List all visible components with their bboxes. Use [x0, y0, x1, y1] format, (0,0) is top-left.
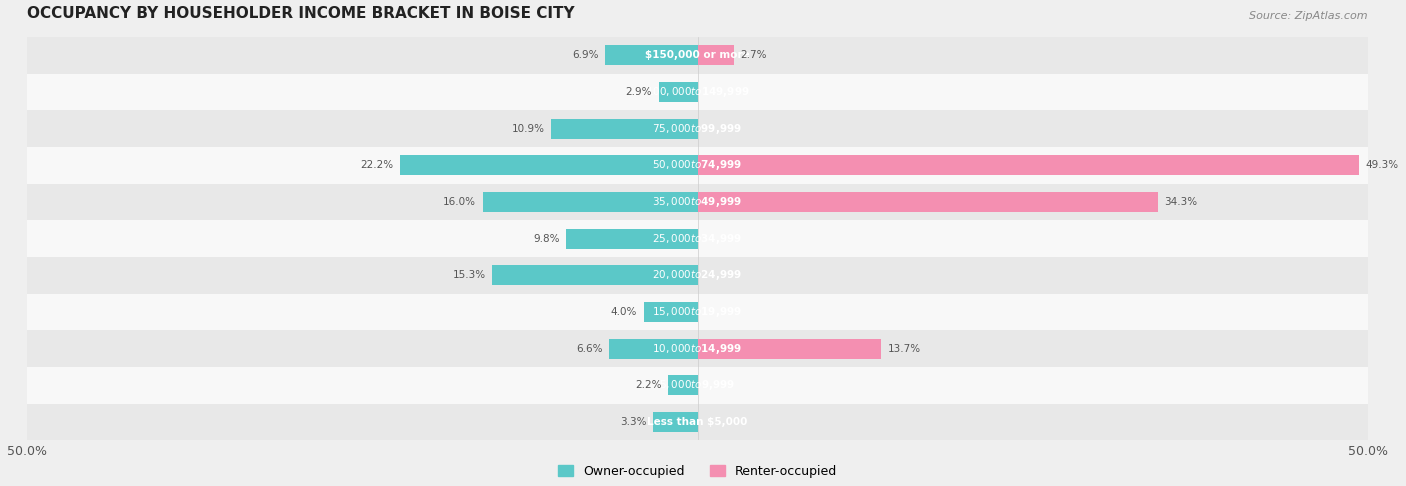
Text: $100,000 to $149,999: $100,000 to $149,999	[645, 85, 749, 99]
Bar	[27, 220, 1368, 257]
Text: 15.3%: 15.3%	[453, 270, 485, 280]
Text: $15,000 to $19,999: $15,000 to $19,999	[652, 305, 742, 319]
Text: OCCUPANCY BY HOUSEHOLDER INCOME BRACKET IN BOISE CITY: OCCUPANCY BY HOUSEHOLDER INCOME BRACKET …	[27, 6, 575, 21]
Bar	[609, 339, 697, 359]
Bar	[399, 155, 697, 175]
Text: $20,000 to $24,999: $20,000 to $24,999	[652, 268, 742, 282]
Bar	[567, 228, 697, 249]
Text: Less than $5,000: Less than $5,000	[647, 417, 748, 427]
Text: $35,000 to $49,999: $35,000 to $49,999	[652, 195, 742, 209]
Bar	[27, 330, 1368, 367]
Bar	[697, 192, 1157, 212]
Text: 16.0%: 16.0%	[443, 197, 477, 207]
Text: 2.7%: 2.7%	[741, 50, 766, 60]
Bar	[654, 412, 697, 432]
Bar	[27, 367, 1368, 404]
Text: 6.9%: 6.9%	[572, 50, 599, 60]
Text: 3.3%: 3.3%	[620, 417, 647, 427]
Text: 10.9%: 10.9%	[512, 123, 544, 134]
Bar	[27, 294, 1368, 330]
Bar	[658, 82, 697, 102]
Bar	[644, 302, 697, 322]
Text: 2.2%: 2.2%	[636, 381, 661, 390]
Bar	[27, 257, 1368, 294]
Text: $75,000 to $99,999: $75,000 to $99,999	[652, 122, 742, 136]
Text: 49.3%: 49.3%	[1365, 160, 1399, 170]
Text: $10,000 to $14,999: $10,000 to $14,999	[652, 342, 742, 356]
Bar	[27, 110, 1368, 147]
Text: $150,000 or more: $150,000 or more	[645, 50, 749, 60]
Bar	[27, 147, 1368, 184]
Text: 4.0%: 4.0%	[610, 307, 637, 317]
Bar	[551, 119, 697, 139]
Bar	[482, 192, 697, 212]
Bar	[697, 155, 1358, 175]
Text: 22.2%: 22.2%	[360, 160, 394, 170]
Bar	[605, 45, 697, 65]
Bar	[492, 265, 697, 285]
Text: Source: ZipAtlas.com: Source: ZipAtlas.com	[1250, 11, 1368, 21]
Text: 9.8%: 9.8%	[533, 234, 560, 243]
Text: 34.3%: 34.3%	[1164, 197, 1198, 207]
Bar	[27, 404, 1368, 440]
Bar	[27, 73, 1368, 110]
Text: 13.7%: 13.7%	[889, 344, 921, 354]
Text: 6.6%: 6.6%	[576, 344, 602, 354]
Bar	[697, 45, 734, 65]
Bar	[697, 339, 882, 359]
Bar	[27, 37, 1368, 73]
Text: $5,000 to $9,999: $5,000 to $9,999	[659, 379, 735, 392]
Text: $25,000 to $34,999: $25,000 to $34,999	[652, 232, 742, 245]
Text: $50,000 to $74,999: $50,000 to $74,999	[652, 158, 742, 173]
Text: 2.9%: 2.9%	[626, 87, 652, 97]
Bar	[27, 184, 1368, 220]
Bar	[668, 375, 697, 396]
Legend: Owner-occupied, Renter-occupied: Owner-occupied, Renter-occupied	[553, 460, 842, 483]
